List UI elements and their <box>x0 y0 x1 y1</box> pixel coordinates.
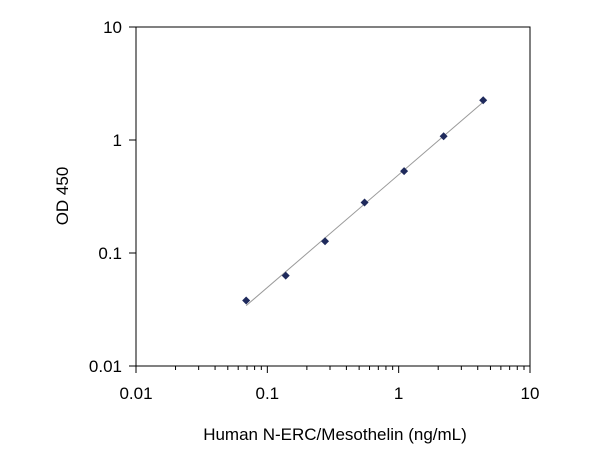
y-tick-label: 10 <box>103 18 122 37</box>
plot-area-frame <box>135 26 531 367</box>
data-point <box>439 132 448 141</box>
x-tick-label: 0.1 <box>256 384 280 403</box>
x-tick-label: 10 <box>521 384 540 403</box>
plot-frame-layer <box>135 26 531 367</box>
x-tick-label: 1 <box>394 384 403 403</box>
y-tick-label: 1 <box>113 131 122 150</box>
x-tick-label: 0.01 <box>119 384 152 403</box>
y-tick-label: 0.1 <box>98 244 122 263</box>
data-point <box>281 271 290 280</box>
data-point <box>479 96 488 105</box>
y-axis-title: OD 450 <box>53 167 72 226</box>
tick-labels-layer: 0.01 0.1 1 10 0.01 0.1 1 10 <box>89 18 540 403</box>
data-point <box>400 167 409 176</box>
y-tick-label: 0.01 <box>89 357 122 376</box>
points-layer <box>242 96 488 305</box>
x-axis-title: Human N-ERC/Mesothelin (ng/mL) <box>203 425 467 444</box>
data-point <box>321 237 330 246</box>
ticks-layer <box>129 26 531 373</box>
data-point <box>360 198 369 207</box>
data-point <box>242 296 251 305</box>
